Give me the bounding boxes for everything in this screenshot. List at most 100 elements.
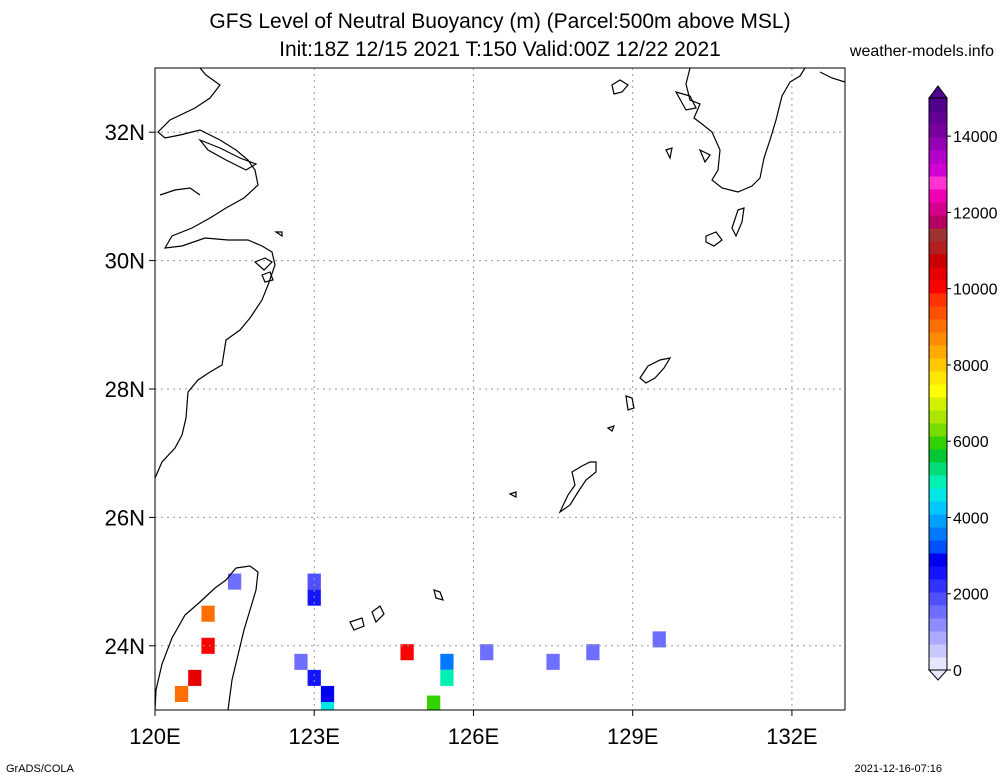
buoyancy-cell xyxy=(440,669,454,686)
buoyancy-cell xyxy=(440,653,454,670)
colorbar-segment xyxy=(929,163,947,177)
shikoku-corner xyxy=(819,71,845,83)
colorbar-segment xyxy=(929,423,947,437)
colorbar-segment xyxy=(929,657,947,671)
lat-tick-label: 28N xyxy=(105,377,145,402)
colorbar-segment xyxy=(929,618,947,632)
yakushima xyxy=(705,207,745,247)
colorbar-segment xyxy=(929,319,947,333)
buoyancy-cell xyxy=(480,644,494,661)
buoyancy-cell xyxy=(652,631,666,648)
yangtze-estuary xyxy=(198,138,258,171)
colorbar-segment xyxy=(929,449,947,463)
buoyancy-cell xyxy=(427,695,441,710)
lat-tick-label: 32N xyxy=(105,120,145,145)
colorbar-segment xyxy=(929,345,947,359)
colorbar-segment xyxy=(929,397,947,411)
colorbar-label: 10000 xyxy=(953,282,998,299)
colorbar-segment xyxy=(929,553,947,567)
colorbar-segment xyxy=(929,293,947,307)
colorbar-segment xyxy=(929,631,947,645)
longitude-axis: 120E 123E 126E 129E 132E xyxy=(129,710,818,749)
lon-tick-label: 120E xyxy=(129,724,180,749)
lat-tick-label: 26N xyxy=(105,505,145,530)
colorbar-label: 2000 xyxy=(953,587,989,604)
sakishima xyxy=(349,589,444,631)
buoyancy-cell xyxy=(227,573,242,590)
colorbar-segment xyxy=(929,579,947,593)
colorbar-segment xyxy=(929,306,947,320)
colorbar-segment xyxy=(929,358,947,372)
ryukyu-amami xyxy=(639,357,672,384)
colorbar-label: 8000 xyxy=(953,358,989,375)
colorbar-segment xyxy=(929,332,947,346)
coastline xyxy=(155,68,845,710)
colorbar-segment xyxy=(929,176,947,190)
latitude-axis: 24N 26N 28N 30N 32N xyxy=(105,120,155,659)
colorbar-label: 6000 xyxy=(953,434,989,451)
colorbar-segment xyxy=(929,98,947,112)
colorbar-min-arrow xyxy=(927,669,949,681)
colorbar-segment xyxy=(929,605,947,619)
colorbar-label: 14000 xyxy=(953,129,998,146)
colorbar: 0 2000 4000 6000 8000 10000 12000 14000 xyxy=(927,85,998,681)
zhoushan-islands xyxy=(253,231,283,283)
buoyancy-cell xyxy=(201,637,215,654)
buoyancy-cell xyxy=(201,605,215,622)
colorbar-segment xyxy=(929,410,947,424)
colorbar-segment xyxy=(929,475,947,489)
colorbar-segment xyxy=(929,527,947,541)
grid-lines xyxy=(154,68,845,710)
chart-title: GFS Level of Neutral Buoyancy (m) (Parce… xyxy=(209,10,791,33)
lon-tick-label: 132E xyxy=(766,724,817,749)
buoyancy-cell xyxy=(546,653,560,670)
colorbar-segment xyxy=(929,215,947,229)
footer-timestamp: 2021-12-16-07:16 xyxy=(854,763,942,775)
colorbar-segment xyxy=(929,514,947,528)
colorbar-segment xyxy=(929,228,947,242)
lat-tick-label: 24N xyxy=(105,634,145,659)
colorbar-segment xyxy=(929,111,947,125)
colorbar-segment xyxy=(929,124,947,138)
buoyancy-cell xyxy=(586,644,600,661)
buoyancy-cell xyxy=(320,685,335,702)
colorbar-segment xyxy=(929,241,947,255)
lon-tick-label: 123E xyxy=(289,724,340,749)
taiwan xyxy=(155,565,259,710)
colorbar-segment xyxy=(929,267,947,281)
chart-subtitle: Init:18Z 12/15 2021 T:150 Valid:00Z 12/2… xyxy=(279,38,721,61)
ryukyu-okinawa xyxy=(558,461,597,514)
colorbar-segment xyxy=(929,280,947,294)
colorbar-segment xyxy=(929,488,947,502)
colorbar-max-arrow xyxy=(928,85,948,99)
colorbar-segment xyxy=(929,371,947,385)
colorbar-segment xyxy=(929,644,947,658)
buoyancy-cell xyxy=(307,669,321,686)
colorbar-segment xyxy=(929,137,947,151)
buoyancy-cell xyxy=(400,644,414,661)
colorbar-segment xyxy=(929,540,947,554)
colorbar-segment xyxy=(929,566,947,580)
colorbar-segment xyxy=(929,436,947,450)
colorbar-segment xyxy=(929,384,947,398)
colorbar-segment xyxy=(929,592,947,606)
site-credit: weather-models.info xyxy=(849,43,994,60)
lon-tick-label: 129E xyxy=(607,724,658,749)
china-coast xyxy=(155,68,276,479)
colorbar-label: 12000 xyxy=(953,205,998,222)
buoyancy-cell xyxy=(174,685,189,702)
buoyancy-cell xyxy=(320,701,335,710)
colorbar-label: 4000 xyxy=(953,510,989,527)
lon-tick-label: 126E xyxy=(448,724,499,749)
buoyancy-cell xyxy=(307,573,321,590)
buoyancy-cell xyxy=(188,669,202,686)
colorbar-segment xyxy=(929,254,947,268)
hangzhou-bay xyxy=(159,187,201,196)
colorbar-label: 0 xyxy=(953,663,962,680)
colorbar-segment xyxy=(929,150,947,164)
lat-tick-label: 30N xyxy=(105,249,145,274)
colorbar-segment xyxy=(929,189,947,203)
colorbar-segment xyxy=(929,202,947,216)
kyushu xyxy=(685,68,806,193)
